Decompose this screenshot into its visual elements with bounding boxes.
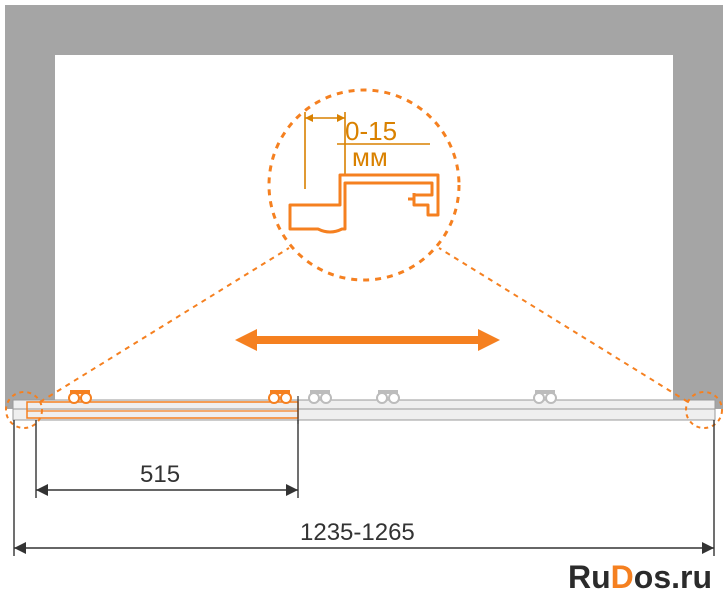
watermark: RuDos.ru [568, 559, 712, 595]
dimension-label: 1235-1265 [300, 519, 415, 546]
callout-unit: мм [352, 142, 388, 172]
door-rail [13, 400, 715, 420]
dimension-label: 515 [140, 461, 180, 488]
